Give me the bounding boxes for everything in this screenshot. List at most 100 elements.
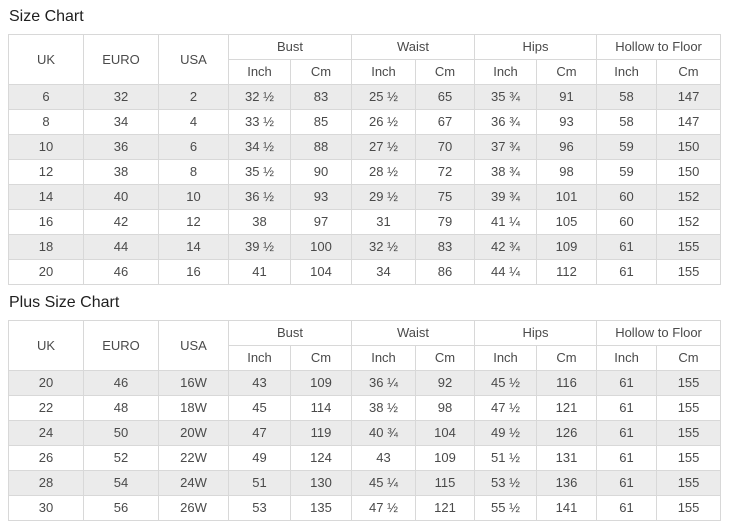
table-cell: 83 bbox=[289, 84, 353, 110]
table-cell: 90 bbox=[289, 159, 353, 185]
table-cell: 18 bbox=[8, 234, 84, 260]
column-group-header: Hips bbox=[474, 34, 598, 60]
table-cell: 40 bbox=[83, 184, 159, 210]
table-cell: 61 bbox=[596, 495, 658, 521]
table-cell: 24 bbox=[8, 420, 84, 446]
table-cell: 47 bbox=[228, 420, 291, 446]
table-cell: 79 bbox=[415, 209, 476, 235]
table-cell: 126 bbox=[536, 420, 598, 446]
table-cell: 22W bbox=[158, 445, 229, 471]
column-subheader: Cm bbox=[415, 59, 476, 85]
table-cell: 36 ¼ bbox=[351, 370, 417, 396]
table-cell: 51 ½ bbox=[474, 445, 538, 471]
column-subheader: Cm bbox=[289, 59, 353, 85]
table-cell: 51 bbox=[228, 470, 291, 496]
table-cell: 26W bbox=[158, 495, 229, 521]
table-cell: 34 bbox=[83, 109, 159, 135]
column-header-uk: UK bbox=[8, 34, 84, 85]
column-header-usa: USA bbox=[158, 320, 229, 371]
column-header-uk: UK bbox=[8, 320, 84, 371]
table-row: 16 42 12 38 97 31 79 41 ¼ 105 60 152 bbox=[8, 209, 722, 235]
column-subheader: Inch bbox=[474, 345, 538, 371]
table-cell: 32 bbox=[83, 84, 159, 110]
table-cell: 65 bbox=[415, 84, 476, 110]
table-cell: 35 ½ bbox=[228, 159, 291, 185]
column-group-header: Bust bbox=[227, 320, 353, 346]
table-row: 20 46 16 41 104 34 86 44 ¼ 112 61 155 bbox=[8, 259, 722, 285]
table-cell: 46 bbox=[83, 370, 159, 396]
table-row: 26 52 22W 49 124 43 109 51 ½ 131 61 155 bbox=[8, 445, 722, 471]
table-cell: 10 bbox=[8, 134, 84, 160]
table-row: 6 32 2 32 ½ 83 25 ½ 65 35 ¾ 91 58 147 bbox=[8, 84, 722, 110]
table-cell: 72 bbox=[415, 159, 476, 185]
table-cell: 60 bbox=[596, 209, 658, 235]
table-cell: 116 bbox=[536, 370, 598, 396]
table-cell: 93 bbox=[536, 109, 598, 135]
plus-size-chart-table-header: UK EURO USA Bust Waist Hips Hollow to Floor Inc… bbox=[8, 320, 722, 371]
table-cell: 45 ½ bbox=[474, 370, 538, 396]
table-cell: 47 ½ bbox=[351, 495, 417, 521]
table-cell: 43 bbox=[351, 445, 417, 471]
table-cell: 39 ¾ bbox=[474, 184, 538, 210]
table-cell: 8 bbox=[158, 159, 229, 185]
table-cell: 38 ½ bbox=[351, 395, 417, 421]
table-cell: 14 bbox=[158, 234, 229, 260]
table-cell: 43 bbox=[228, 370, 291, 396]
table-cell: 101 bbox=[536, 184, 598, 210]
column-subheader: Cm bbox=[656, 345, 722, 371]
table-cell: 16 bbox=[158, 259, 229, 285]
table-cell: 42 bbox=[83, 209, 159, 235]
table-cell: 31 bbox=[351, 209, 417, 235]
table-cell: 98 bbox=[415, 395, 476, 421]
table-cell: 93 bbox=[289, 184, 353, 210]
size-chart-table-body: 6 32 2 32 ½ 83 25 ½ 65 35 ¾ 91 58 147 8 34 4 33 ½ 85 26 … bbox=[8, 84, 722, 285]
table-cell: 44 bbox=[83, 234, 159, 260]
table-cell: 61 bbox=[596, 370, 658, 396]
table-cell: 2 bbox=[158, 84, 229, 110]
table-cell: 112 bbox=[536, 259, 598, 285]
table-cell: 70 bbox=[415, 134, 476, 160]
table-cell: 150 bbox=[656, 159, 722, 185]
table-cell: 32 ½ bbox=[351, 234, 417, 260]
table-cell: 49 bbox=[228, 445, 291, 471]
column-subheader: Inch bbox=[596, 59, 658, 85]
table-cell: 12 bbox=[158, 209, 229, 235]
table-cell: 100 bbox=[289, 234, 353, 260]
table-cell: 34 bbox=[351, 259, 417, 285]
table-cell: 59 bbox=[596, 159, 658, 185]
table-cell: 56 bbox=[83, 495, 159, 521]
table-cell: 38 ¾ bbox=[474, 159, 538, 185]
table-cell: 121 bbox=[415, 495, 476, 521]
table-cell: 155 bbox=[656, 495, 722, 521]
table-cell: 36 ¾ bbox=[474, 109, 538, 135]
table-cell: 155 bbox=[656, 259, 722, 285]
table-cell: 12 bbox=[8, 159, 84, 185]
table-cell: 4 bbox=[158, 109, 229, 135]
table-cell: 61 bbox=[596, 420, 658, 446]
table-cell: 26 ½ bbox=[351, 109, 417, 135]
table-cell: 152 bbox=[656, 184, 722, 210]
table-cell: 6 bbox=[8, 84, 84, 110]
plus-size-chart-table: UK EURO USA Bust Waist Hips Hollow to Floor Inc… bbox=[8, 320, 722, 521]
table-cell: 44 ¼ bbox=[474, 259, 538, 285]
plus-size-chart-title: Plus Size Chart bbox=[9, 294, 120, 311]
table-cell: 39 ½ bbox=[228, 234, 291, 260]
table-cell: 53 bbox=[228, 495, 291, 521]
table-cell: 58 bbox=[596, 109, 658, 135]
table-cell: 136 bbox=[536, 470, 598, 496]
table-cell: 155 bbox=[656, 234, 722, 260]
column-group-header: Hips bbox=[474, 320, 598, 346]
table-cell: 85 bbox=[289, 109, 353, 135]
plus-size-chart-table-body: 20 46 16W 43 109 36 ¼ 92 45 ½ 116 61 155 22 48 18W 45 1… bbox=[8, 370, 722, 521]
table-cell: 67 bbox=[415, 109, 476, 135]
table-cell: 98 bbox=[536, 159, 598, 185]
table-cell: 26 bbox=[8, 445, 84, 471]
table-cell: 152 bbox=[656, 209, 722, 235]
table-cell: 36 bbox=[83, 134, 159, 160]
table-cell: 147 bbox=[656, 84, 722, 110]
table-cell: 109 bbox=[415, 445, 476, 471]
table-cell: 50 bbox=[83, 420, 159, 446]
column-group-header: Waist bbox=[351, 320, 476, 346]
table-cell: 34 ½ bbox=[228, 134, 291, 160]
